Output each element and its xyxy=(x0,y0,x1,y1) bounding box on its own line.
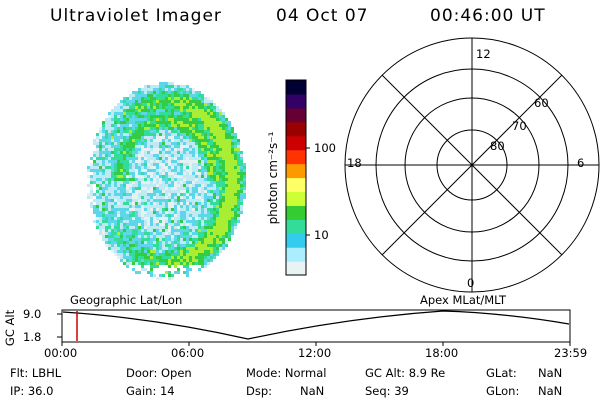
gain-status: Gain: 14 xyxy=(126,384,175,398)
geographic-label: Geographic Lat/Lon xyxy=(70,293,183,307)
colorbar-band xyxy=(286,135,306,151)
polar-grid xyxy=(344,37,600,293)
glon-value: NaN xyxy=(538,384,563,398)
mlt-label-18: 18 xyxy=(347,156,362,170)
time-tick-0000: 00:00 xyxy=(44,346,78,360)
colorbar-band xyxy=(286,247,306,262)
dsp-label: Dsp: xyxy=(246,384,273,398)
altitude-axis-label: GC Alt xyxy=(3,309,17,347)
ip-status: IP: 36.0 xyxy=(10,384,54,398)
timeline-panel xyxy=(57,309,571,346)
lat-label-70: 70 xyxy=(512,119,527,133)
colorbar-band xyxy=(286,149,306,165)
colorbar-unit-label: photon cm⁻²s⁻¹ xyxy=(266,131,280,225)
colorbar-label-100: 100 xyxy=(314,141,336,155)
colorbar-band xyxy=(286,163,306,179)
glon-label: GLon: xyxy=(486,384,520,398)
door-status: Door: Open xyxy=(126,366,192,380)
lat-label-80: 80 xyxy=(490,139,505,153)
colorbar-band xyxy=(286,219,306,234)
time-tick-0600: 06:00 xyxy=(171,346,205,360)
mlt-label-0: 0 xyxy=(467,276,475,290)
colorbar-band xyxy=(286,233,306,248)
altitude-trace xyxy=(62,310,570,340)
colorbar-label-10: 10 xyxy=(314,228,329,242)
apex-label: Apex MLat/MLT xyxy=(420,293,507,307)
time-tick-2359: 23:59 xyxy=(554,346,588,360)
filter-status: Flt: LBHL xyxy=(10,366,62,380)
altitude-tick-top: 9.0 xyxy=(23,307,42,321)
imager-title: Ultraviolet Imager xyxy=(50,6,222,26)
mlt-label-6: 6 xyxy=(577,156,585,170)
time-tick-1200: 12:00 xyxy=(298,346,332,360)
altitude-tick-bottom: 1.8 xyxy=(23,330,42,344)
colorbar-band xyxy=(286,93,306,109)
dsp-value: NaN xyxy=(300,384,325,398)
colorbar-frame xyxy=(285,79,307,276)
glat-value: NaN xyxy=(538,366,563,380)
mode-status: Mode: Normal xyxy=(246,366,327,380)
time-tick-1800: 18:00 xyxy=(425,346,459,360)
seq-status: Seq: 39 xyxy=(365,384,409,398)
observation-time: 00:46:00 UT xyxy=(430,6,546,26)
polar-diagonal-2 xyxy=(381,74,563,256)
colorbar-band xyxy=(286,121,306,137)
gc-alt-status: GC Alt: 8.9 Re xyxy=(365,366,446,380)
mlt-label-12: 12 xyxy=(476,47,491,61)
lat-label-60: 60 xyxy=(534,96,549,110)
auroral-image xyxy=(87,82,246,280)
glat-label: GLat: xyxy=(486,366,517,380)
colorbar-band xyxy=(286,205,306,220)
colorbar-band xyxy=(286,177,306,193)
colorbar-band xyxy=(286,80,306,95)
colorbar-band xyxy=(286,191,306,206)
colorbar-band xyxy=(286,261,306,276)
colorbar-band xyxy=(286,107,306,123)
observation-date: 04 Oct 07 xyxy=(276,6,369,26)
colorbar xyxy=(285,79,310,276)
